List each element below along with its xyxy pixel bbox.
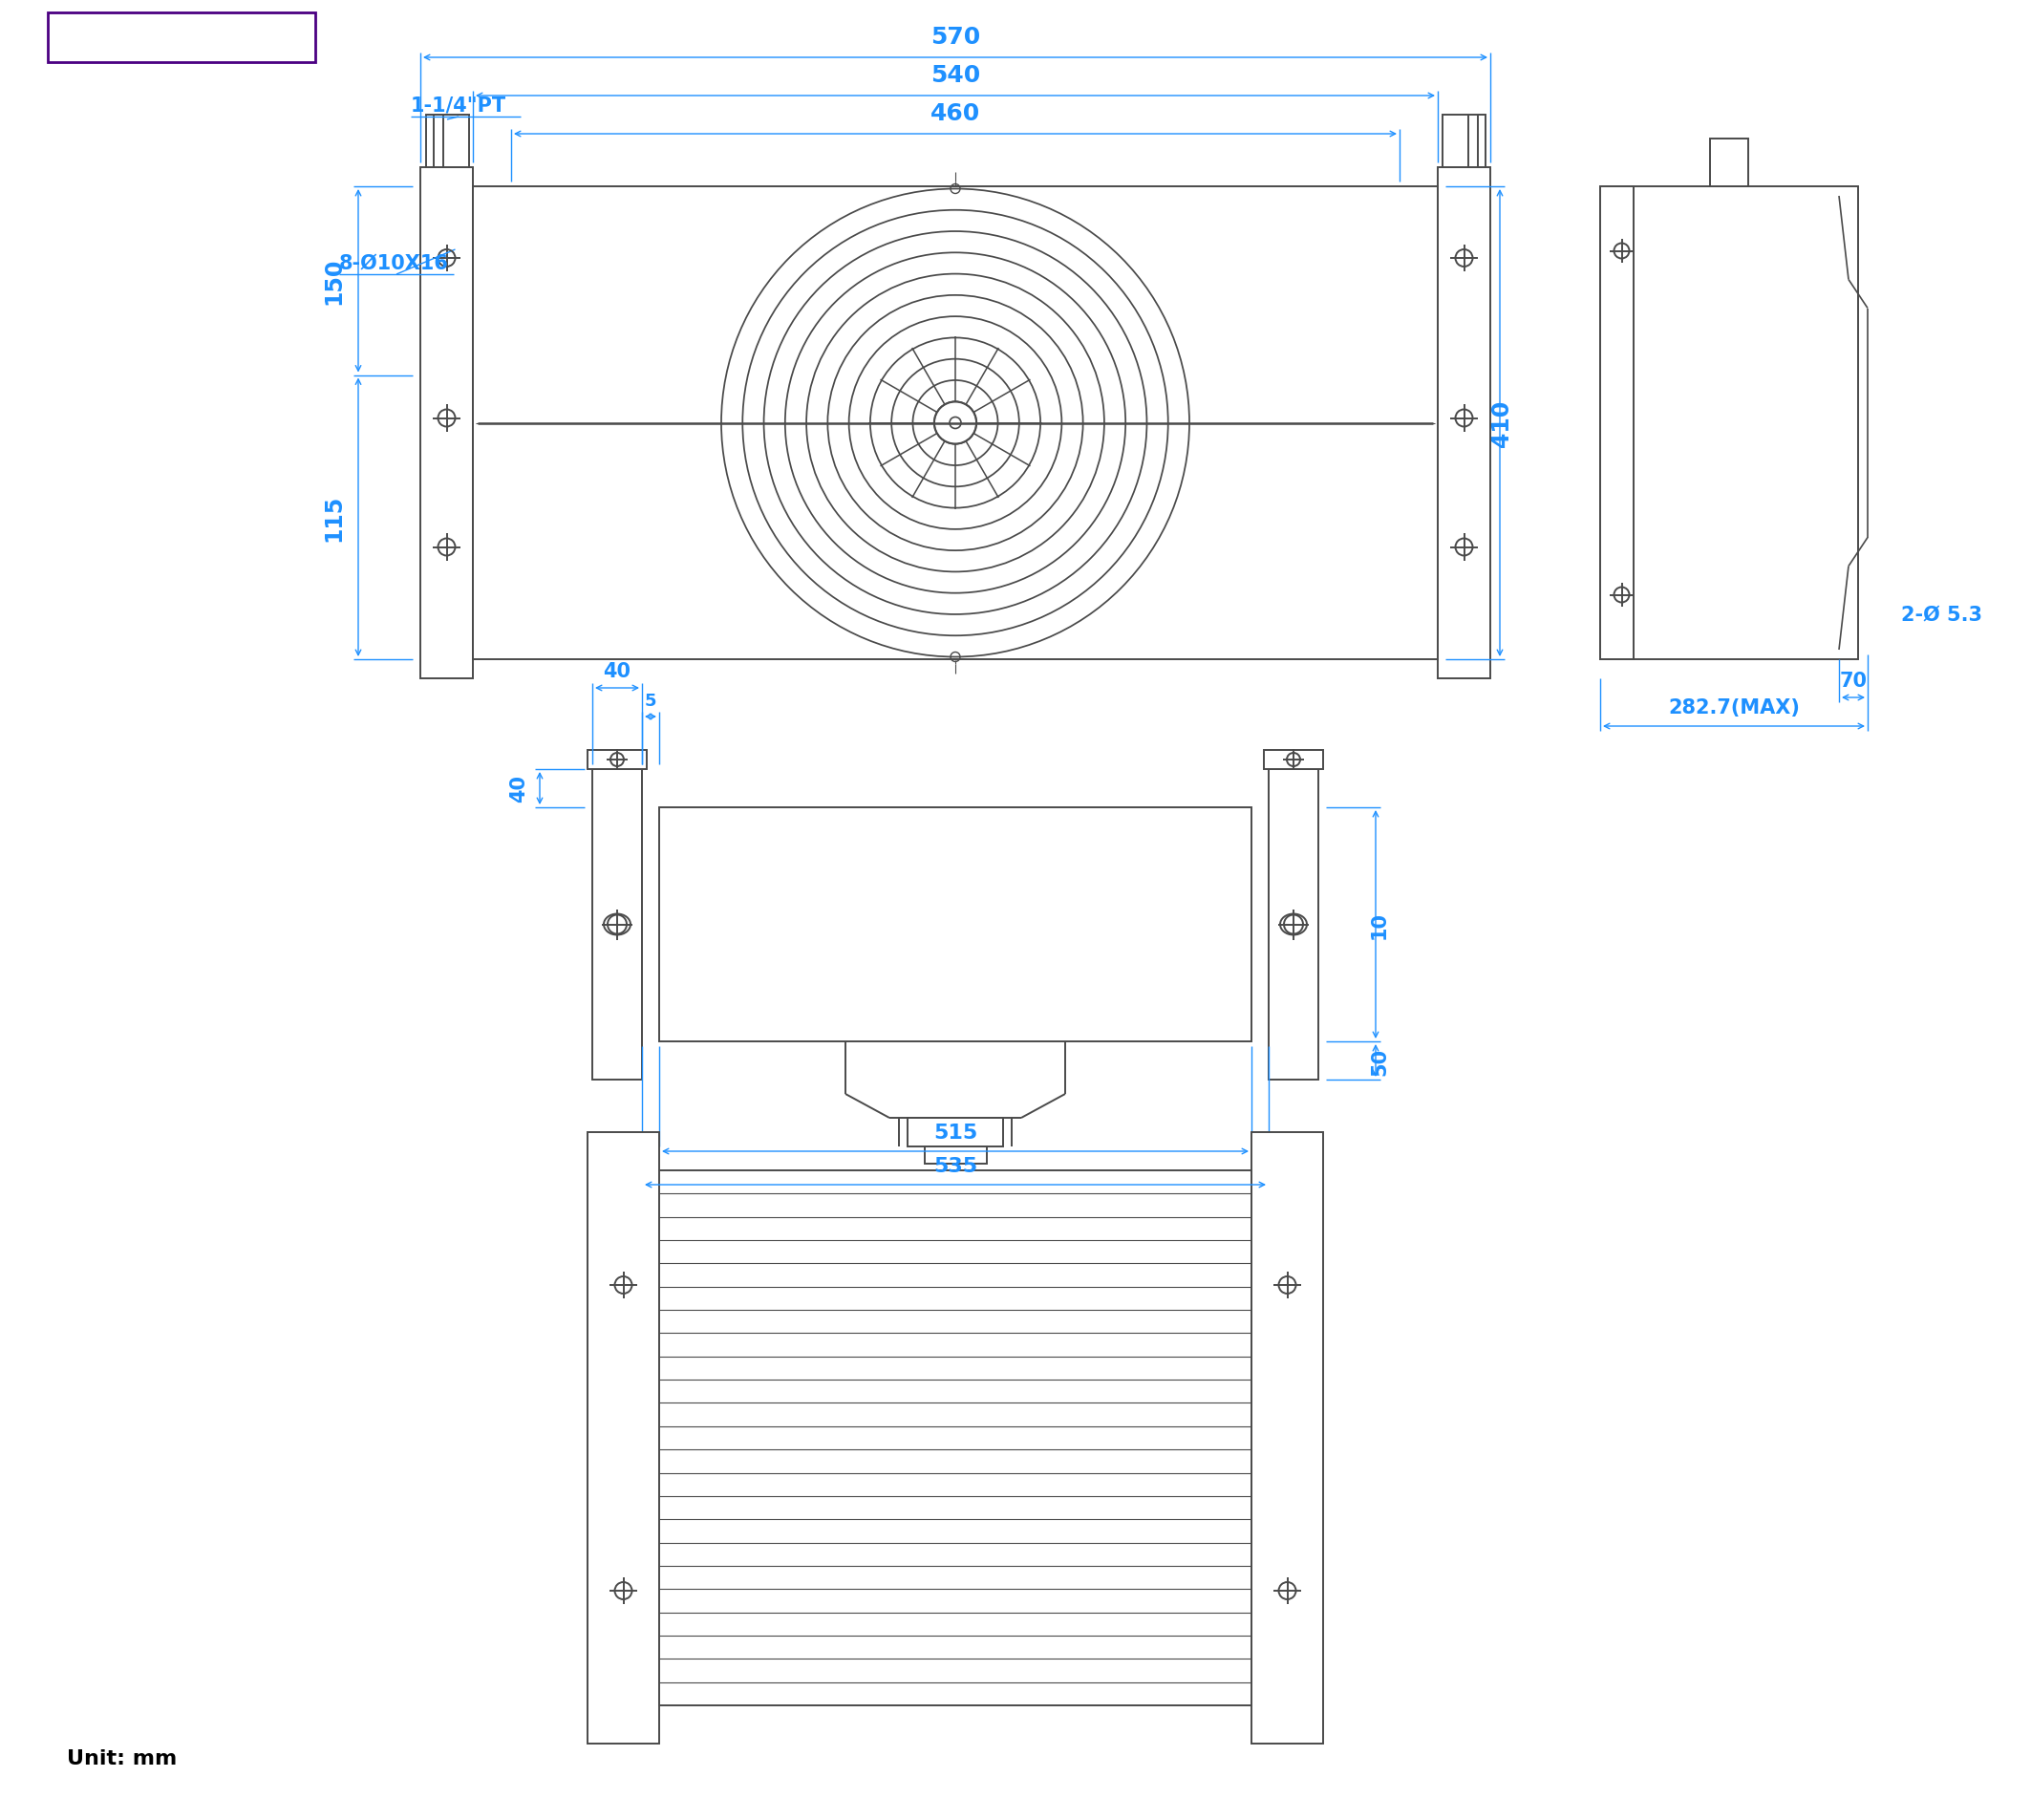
Text: 535: 535: [934, 1156, 977, 1176]
Bar: [1442, 115, 1485, 167]
Text: 515: 515: [932, 1123, 977, 1141]
Text: 115: 115: [323, 495, 345, 541]
Text: Unit: mm: Unit: mm: [67, 1749, 177, 1767]
Text: 570: 570: [930, 25, 981, 49]
Bar: [1251, 1132, 1322, 1744]
Text: 2-Ø 5.3: 2-Ø 5.3: [1901, 604, 1982, 624]
Text: 460: 460: [930, 102, 981, 126]
Bar: [1600, 187, 1858, 661]
Bar: [908, 1117, 1003, 1147]
Bar: [587, 1132, 660, 1744]
Bar: [1710, 140, 1749, 187]
Bar: [1269, 770, 1318, 1079]
Text: AH1470-CA2/3: AH1470-CA2/3: [69, 25, 294, 51]
Text: 40: 40: [510, 775, 528, 803]
Text: 1-1/4"PT: 1-1/4"PT: [410, 96, 506, 115]
Text: 282.7(MAX): 282.7(MAX): [1667, 699, 1799, 717]
Bar: [1600, 187, 1633, 661]
Bar: [924, 1147, 987, 1165]
Text: 40: 40: [603, 662, 632, 681]
Bar: [660, 1170, 1251, 1705]
Bar: [587, 750, 646, 770]
Text: 50: 50: [1371, 1046, 1389, 1076]
Text: 5: 5: [644, 692, 656, 710]
Bar: [593, 770, 642, 1079]
Text: 8-Ø10X16: 8-Ø10X16: [339, 255, 449, 273]
Bar: [49, 13, 315, 64]
Bar: [420, 167, 473, 679]
Bar: [1263, 750, 1322, 770]
Bar: [1438, 167, 1491, 679]
Text: 540: 540: [930, 64, 981, 87]
Text: 410: 410: [1491, 400, 1513, 448]
Bar: [427, 115, 469, 167]
Text: 70: 70: [1840, 672, 1866, 690]
Bar: [660, 808, 1251, 1041]
Text: 10: 10: [1371, 912, 1389, 939]
Text: 150: 150: [323, 258, 345, 306]
Bar: [473, 187, 1438, 661]
